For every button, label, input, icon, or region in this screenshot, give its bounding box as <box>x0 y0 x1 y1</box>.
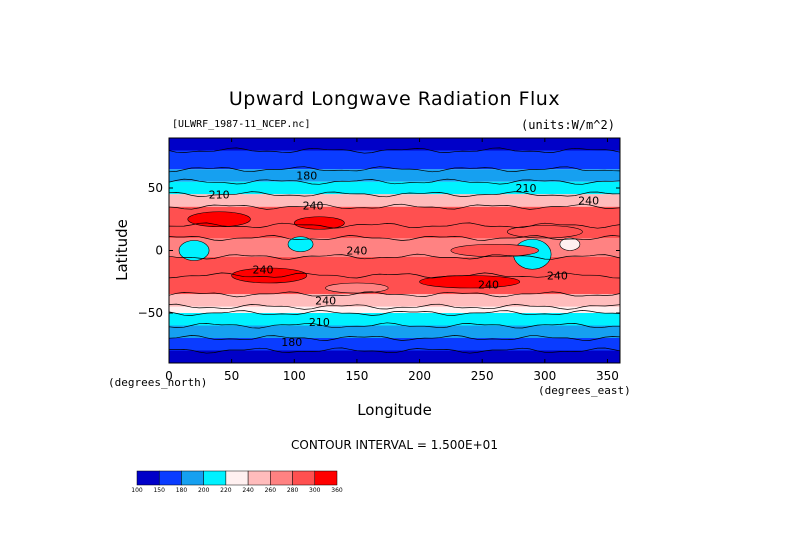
chart-title: Upward Longwave Radiation Flux <box>228 88 561 110</box>
y-tick-label-0: 50 <box>148 181 163 195</box>
contour-line-3 <box>169 191 620 198</box>
legend-label-3: 200 <box>198 487 210 494</box>
lat-band-2 <box>169 169 620 182</box>
flux-patch-2 <box>506 225 583 239</box>
y-tick-label-1: 0 <box>155 244 163 258</box>
contour-label-7: 240 <box>478 278 499 291</box>
lat-band-7 <box>169 238 620 257</box>
flux-patch-3 <box>178 240 210 261</box>
legend-label-4: 220 <box>220 487 232 494</box>
flux-patch-8 <box>231 267 308 284</box>
x-axis-units-right: (degrees_east) <box>538 384 631 397</box>
legend-swatch-4 <box>225 470 249 486</box>
flux-patch-9 <box>419 275 521 289</box>
dataset-label: [ULWRF_1987-11_NCEP.nc] <box>172 119 311 130</box>
lat-band-5 <box>169 206 620 226</box>
x-tick-label-4: 200 <box>408 369 431 383</box>
contour-label-1: 210 <box>209 188 230 201</box>
lat-band-10 <box>169 294 620 307</box>
x-axis-label: Longitude <box>357 401 432 419</box>
lat-band-4 <box>169 194 620 207</box>
contour-line-7 <box>169 253 620 260</box>
lat-band-11 <box>169 306 620 313</box>
lat-band-3 <box>169 181 620 195</box>
contour-line-2 <box>169 178 620 185</box>
contour-label-3: 240 <box>303 200 324 213</box>
legend-swatch-0 <box>136 470 160 486</box>
x-tick-label-1: 50 <box>224 369 239 383</box>
contour-line-0 <box>169 147 620 154</box>
flux-patch-7 <box>450 243 539 258</box>
x-tick-label-7: 350 <box>596 369 619 383</box>
lat-band-0 <box>169 138 620 151</box>
lat-band-6 <box>169 225 620 238</box>
contour-line-10 <box>169 303 620 310</box>
flux-patch-4 <box>287 236 314 253</box>
contour-label-6: 240 <box>252 263 273 276</box>
lat-band-13 <box>169 325 620 338</box>
contour-line-9 <box>169 291 620 298</box>
legend-label-1: 150 <box>153 487 165 494</box>
legend-label-8: 300 <box>309 487 321 494</box>
contour-line-11 <box>169 310 620 316</box>
flux-patch-10 <box>325 282 389 294</box>
x-tick-label-0: 0 <box>165 369 173 383</box>
flux-patch-6 <box>559 237 581 251</box>
x-tick-label-5: 250 <box>471 369 494 383</box>
contour-label-2: 210 <box>516 182 537 195</box>
legend-swatch-3 <box>203 470 227 486</box>
legend-swatch-8 <box>314 470 338 486</box>
lat-band-15 <box>169 350 620 363</box>
contour-line-14 <box>169 347 620 354</box>
contour-line-13 <box>169 335 620 341</box>
contour-label-10: 210 <box>309 316 330 329</box>
contour-label-5: 240 <box>346 245 367 258</box>
units-label: (units:W/m^2) <box>521 118 615 132</box>
x-tick-label-3: 150 <box>345 369 368 383</box>
axis-ticks: 0 50 100 150 200 250 300 350 50 0 −50 <box>138 138 620 383</box>
contour-label-0: 180 <box>296 170 317 183</box>
flux-patch-0 <box>187 211 251 228</box>
contour-line-1 <box>169 166 620 173</box>
legend-swatch-1 <box>158 470 182 486</box>
legend-label-0: 100 <box>131 487 143 494</box>
legend-label-5: 240 <box>242 487 254 494</box>
contour-label-11: 180 <box>281 336 302 349</box>
color-legend: 100 150 180 200 220 240 260 280 300 360 <box>131 470 343 494</box>
legend-swatch-2 <box>181 470 204 486</box>
contour-line-8 <box>169 272 620 279</box>
contour-label-4: 240 <box>578 195 599 208</box>
legend-label-2: 180 <box>176 487 188 494</box>
legend-swatch-6 <box>270 470 293 486</box>
legend-swatch-5 <box>247 470 271 486</box>
x-tick-label-2: 100 <box>283 369 306 383</box>
lat-band-1 <box>169 150 620 170</box>
x-tick-label-6: 300 <box>533 369 556 383</box>
lat-band-12 <box>169 313 620 326</box>
legend-label-7: 280 <box>287 487 299 494</box>
contour-line-5 <box>169 222 620 229</box>
x-axis-units-left: (degrees_north) <box>108 376 208 389</box>
plot-area <box>169 138 620 363</box>
legend-label-9: 360 <box>331 487 343 494</box>
lat-band-14 <box>169 338 620 351</box>
legend-swatch-7 <box>292 470 316 486</box>
contour-line-4 <box>169 203 620 210</box>
contour-label-8: 240 <box>547 270 568 283</box>
contour-line-12 <box>169 322 620 329</box>
contour-labels: 180 210 210 240 240 240 240 240 240 240 210 180 <box>209 170 600 349</box>
contour-interval-note: CONTOUR INTERVAL = 1.500E+01 <box>291 438 498 452</box>
y-tick-label-2: −50 <box>138 306 163 320</box>
flux-patch-1 <box>293 216 345 230</box>
legend-label-6: 260 <box>265 487 277 494</box>
contour-label-9: 240 <box>315 295 336 308</box>
contour-line-6 <box>169 235 620 241</box>
